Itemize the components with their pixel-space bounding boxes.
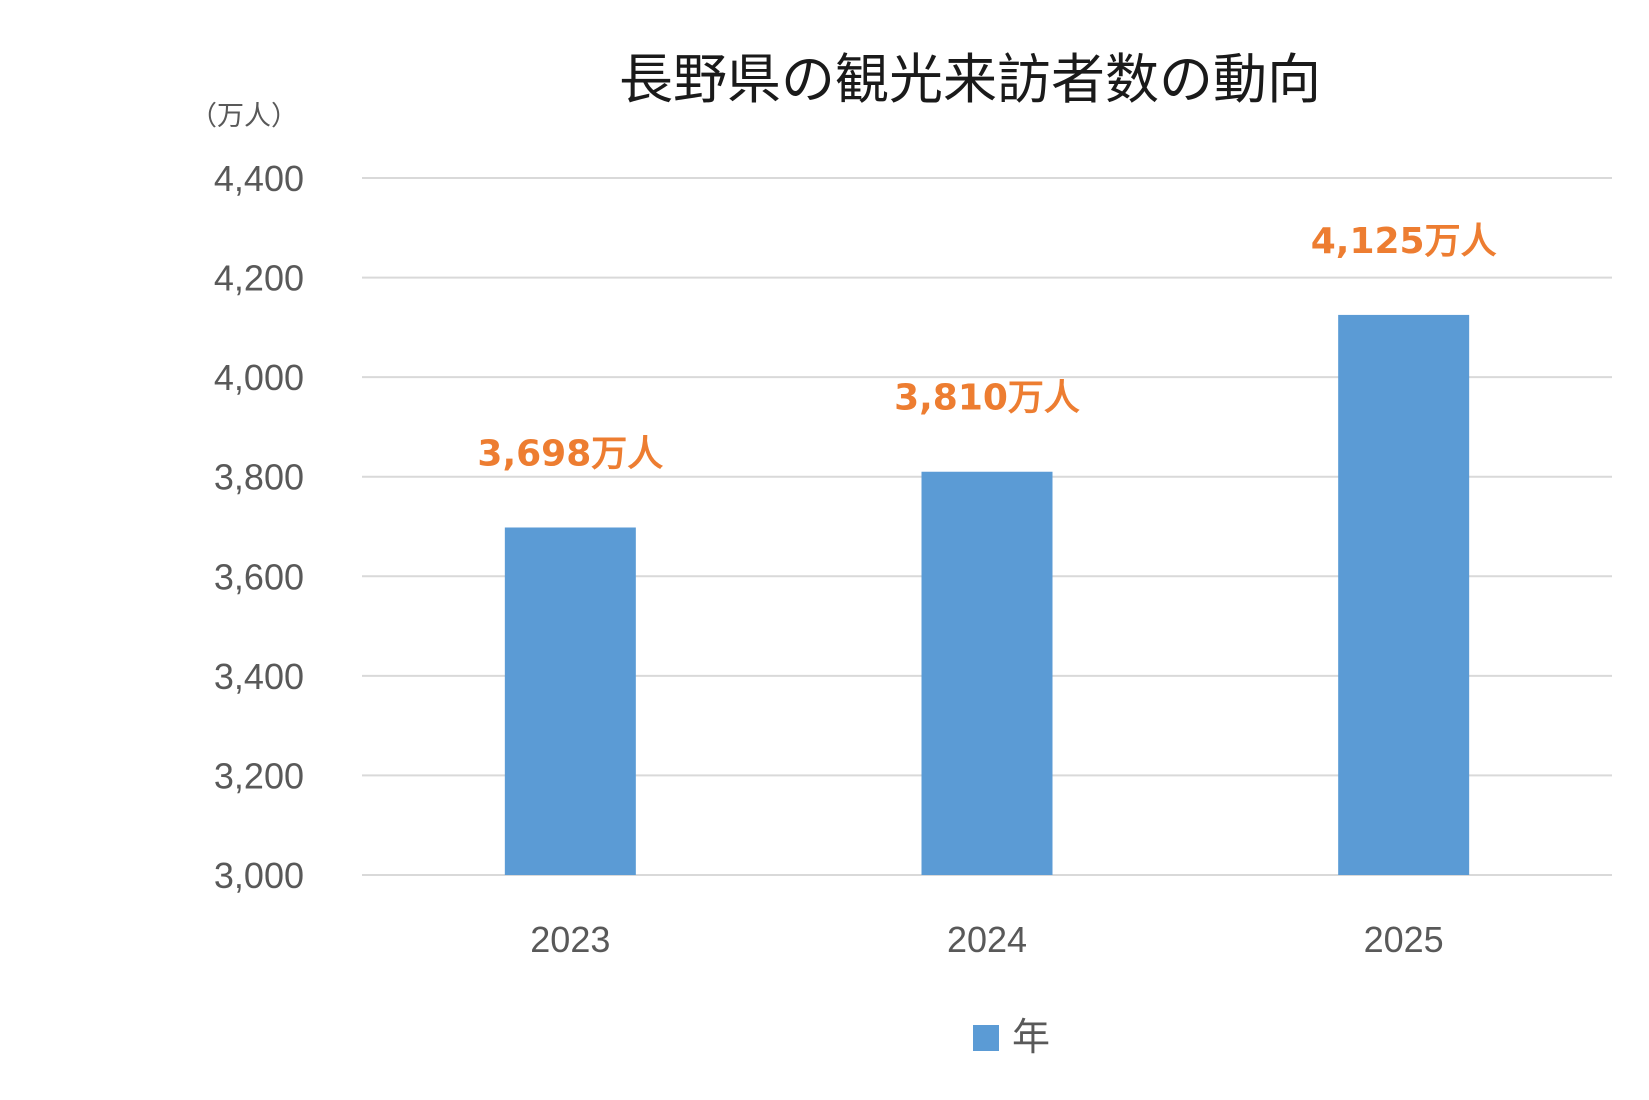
y-tick-label: 4,200 [214, 258, 304, 299]
y-tick-label: 3,800 [214, 457, 304, 498]
y-tick-label: 3,200 [214, 755, 304, 796]
y-tick-label: 3,000 [214, 855, 304, 896]
legend: 年 [973, 1015, 1050, 1059]
y-tick-label: 4,000 [214, 357, 304, 398]
y-axis-tick-labels: 3,000 3,200 3,400 3,600 3,800 4,000 4,200 4,400 [214, 158, 304, 896]
data-labels: 3,698万人 3,810万人 4,125万人 [477, 221, 1496, 475]
data-label: 3,810万人 [894, 378, 1080, 419]
bar [921, 471, 1053, 875]
data-label: 4,125万人 [1311, 221, 1497, 262]
y-axis-unit-label: （万人） [190, 101, 298, 132]
x-tick-label: 2024 [947, 919, 1027, 960]
x-tick-label: 2023 [530, 919, 610, 960]
y-tick-label: 3,400 [214, 656, 304, 697]
data-label: 3,698万人 [477, 433, 663, 474]
legend-label: 年 [1012, 1015, 1050, 1059]
legend-swatch [973, 1025, 999, 1051]
bar [1338, 314, 1470, 875]
x-tick-label: 2025 [1364, 919, 1444, 960]
bars [504, 314, 1470, 875]
y-tick-label: 4,400 [214, 158, 304, 199]
chart-title: 長野県の観光来訪者数の動向 [619, 48, 1321, 111]
bar [504, 527, 636, 875]
x-axis-tick-labels: 2023 2024 2025 [530, 919, 1443, 960]
y-tick-label: 3,600 [214, 556, 304, 597]
